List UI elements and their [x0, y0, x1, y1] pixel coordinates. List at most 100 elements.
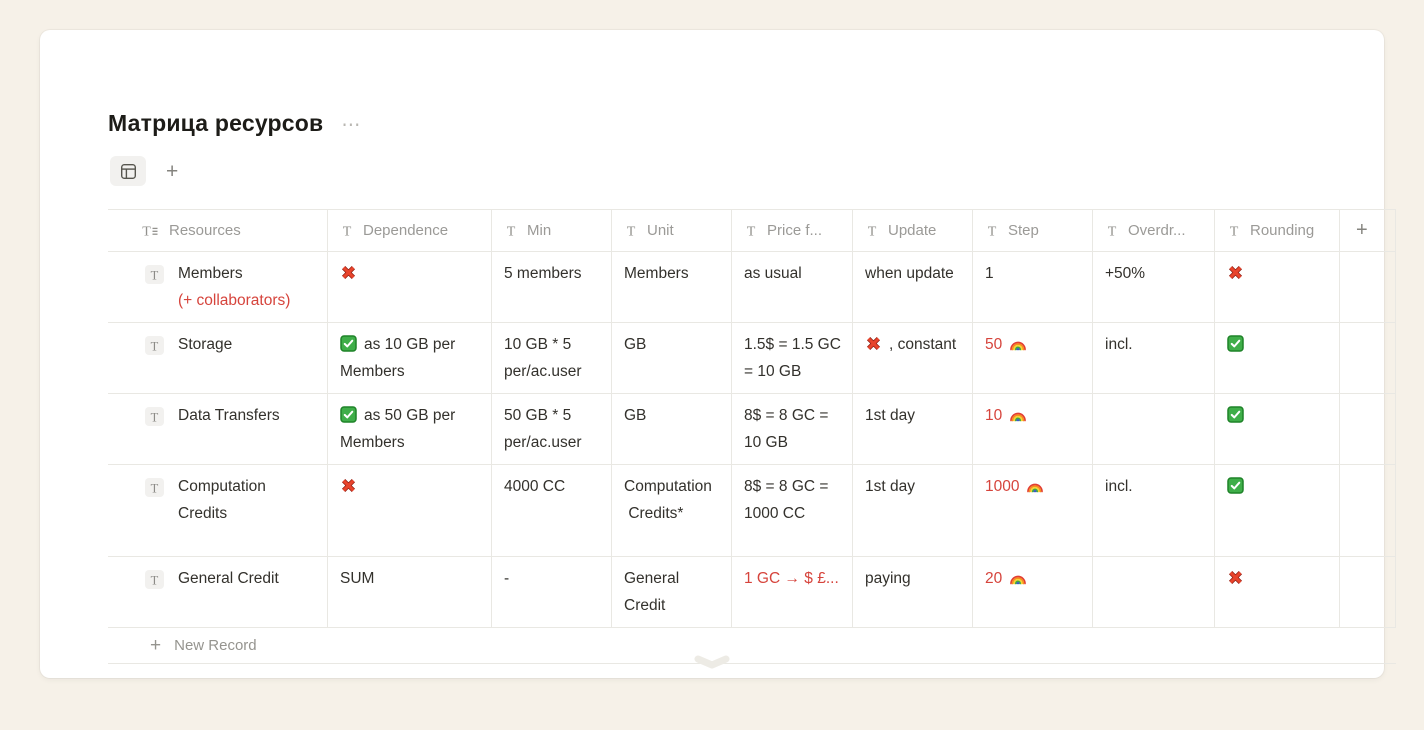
page-menu-button[interactable]: ⋯ — [341, 114, 362, 136]
cell-step[interactable]: 10 — [972, 394, 1092, 464]
cell-update[interactable]: when update — [852, 252, 972, 322]
column-header-dependence[interactable]: T Dependence — [327, 210, 491, 251]
text-page-icon: T — [145, 265, 164, 284]
cell-price[interactable]: 8$ = 8 GC = 10 GB — [731, 394, 852, 464]
column-header-price[interactable]: T Price f... — [731, 210, 852, 251]
cell-unit[interactable]: General Credit — [611, 557, 731, 627]
cross-mark-icon — [340, 477, 357, 494]
cell-resource[interactable]: T Storage — [108, 323, 327, 393]
cross-mark-icon — [340, 264, 357, 281]
column-header-update[interactable]: T Update — [852, 210, 972, 251]
cell-rounding[interactable] — [1214, 323, 1339, 393]
cell-min[interactable]: 50 GB * 5 per/ac.user — [491, 394, 611, 464]
column-header-unit[interactable]: T Unit — [611, 210, 731, 251]
svg-text:T: T — [1230, 224, 1239, 239]
cell-min[interactable]: 10 GB * 5 per/ac.user — [491, 323, 611, 393]
svg-text:T: T — [151, 339, 159, 353]
cell-unit[interactable]: Computation Credits* — [611, 465, 731, 556]
cell-unit[interactable]: Members — [611, 252, 731, 322]
add-view-button[interactable]: + — [166, 159, 179, 183]
cell-dependence[interactable]: SUM — [327, 557, 491, 627]
cross-mark-icon — [1227, 264, 1244, 281]
check-box-icon — [1227, 406, 1244, 423]
cell-price[interactable]: 1.5$ = 1.5 GC = 10 GB — [731, 323, 852, 393]
cell-unit[interactable]: GB — [611, 394, 731, 464]
new-record-button[interactable]: + New Record — [108, 628, 1396, 664]
text-property-icon: T — [1227, 223, 1241, 239]
cell-overdraft[interactable] — [1092, 394, 1214, 464]
cell-dependence[interactable] — [327, 252, 491, 322]
cell-overdraft[interactable]: +50% — [1092, 252, 1214, 322]
column-header-overdraft[interactable]: T Overdr... — [1092, 210, 1214, 251]
cell-step[interactable]: 50 — [972, 323, 1092, 393]
cell-resource[interactable]: T Members (+ collaborators) — [108, 252, 327, 322]
check-box-icon — [340, 406, 357, 423]
svg-text:T: T — [1108, 224, 1117, 239]
text-property-icon: T — [865, 223, 879, 239]
text-page-icon: T — [145, 570, 164, 589]
resource-title: General Credit — [178, 570, 279, 587]
cell-min[interactable]: 4000 CC — [491, 465, 611, 556]
cell-rounding[interactable] — [1214, 252, 1339, 322]
cell-unit[interactable]: GB — [611, 323, 731, 393]
cell-price[interactable]: 8$ = 8 GC = 1000 CC — [731, 465, 852, 556]
cell-overdraft[interactable]: incl. — [1092, 323, 1214, 393]
cell-dependence[interactable]: as 10 GB per Members — [327, 323, 491, 393]
page-title[interactable]: Матрица ресурсов — [108, 110, 324, 136]
cell-empty[interactable] — [1339, 252, 1396, 322]
table-view-icon — [120, 163, 137, 180]
cell-empty[interactable] — [1339, 557, 1396, 627]
title-property-icon: T — [141, 223, 160, 239]
column-header-step[interactable]: T Step — [972, 210, 1092, 251]
cell-resource[interactable]: T Data Transfers — [108, 394, 327, 464]
cell-step[interactable]: 1 — [972, 252, 1092, 322]
cell-overdraft[interactable] — [1092, 557, 1214, 627]
resource-title: Storage — [178, 336, 233, 353]
rainbow-icon — [1009, 570, 1027, 586]
cell-empty[interactable] — [1339, 394, 1396, 464]
check-box-icon — [1227, 335, 1244, 352]
cell-dependence[interactable] — [327, 465, 491, 556]
cross-mark-icon — [1227, 569, 1244, 586]
cell-price[interactable]: 1 GC → $ £... — [731, 557, 852, 627]
expand-chevron-icon[interactable] — [690, 655, 734, 674]
page-header: Матрица ресурсов ⋯ — [108, 110, 361, 137]
table-view-button[interactable] — [110, 156, 146, 186]
svg-text:T: T — [151, 481, 159, 495]
cell-update[interactable]: 1st day — [852, 394, 972, 464]
cell-empty[interactable] — [1339, 465, 1396, 556]
svg-text:T: T — [868, 224, 877, 239]
svg-text:T: T — [988, 224, 997, 239]
cell-empty[interactable] — [1339, 323, 1396, 393]
column-header-resources[interactable]: T Resources — [141, 222, 241, 239]
cell-overdraft[interactable]: incl. — [1092, 465, 1214, 556]
column-header-rounding[interactable]: T Rounding — [1214, 210, 1339, 251]
table-row: T Computation Credits 4000 CC Computatio… — [108, 465, 1396, 557]
check-box-icon — [1227, 477, 1244, 494]
cell-resource[interactable]: T Computation Credits — [108, 465, 327, 556]
column-header-min[interactable]: T Min — [491, 210, 611, 251]
add-property-button[interactable]: + — [1339, 210, 1396, 251]
svg-text:T: T — [627, 224, 636, 239]
cell-update[interactable]: , constant — [852, 323, 972, 393]
cell-rounding[interactable] — [1214, 465, 1339, 556]
cell-dependence[interactable]: as 50 GB per Members — [327, 394, 491, 464]
text-page-icon: T — [145, 407, 164, 426]
cell-rounding[interactable] — [1214, 394, 1339, 464]
cell-update[interactable]: 1st day — [852, 465, 972, 556]
cell-update[interactable]: paying — [852, 557, 972, 627]
cell-min[interactable]: - — [491, 557, 611, 627]
cell-step[interactable]: 1000 — [972, 465, 1092, 556]
plus-icon: + — [150, 635, 162, 656]
text-property-icon: T — [985, 223, 999, 239]
cell-price[interactable]: as usual — [731, 252, 852, 322]
page-card: Матрица ресурсов ⋯ + T Resources T Depende… — [40, 30, 1396, 678]
cell-resource[interactable]: T General Credit — [108, 557, 327, 627]
text-page-icon: T — [145, 336, 164, 355]
text-property-icon: T — [1105, 223, 1119, 239]
cell-min[interactable]: 5 members — [491, 252, 611, 322]
table-header-row: T Resources T Dependence T Min T Unit T Price… — [108, 209, 1396, 252]
svg-text:T: T — [507, 224, 516, 239]
cell-step[interactable]: 20 — [972, 557, 1092, 627]
cell-rounding[interactable] — [1214, 557, 1339, 627]
